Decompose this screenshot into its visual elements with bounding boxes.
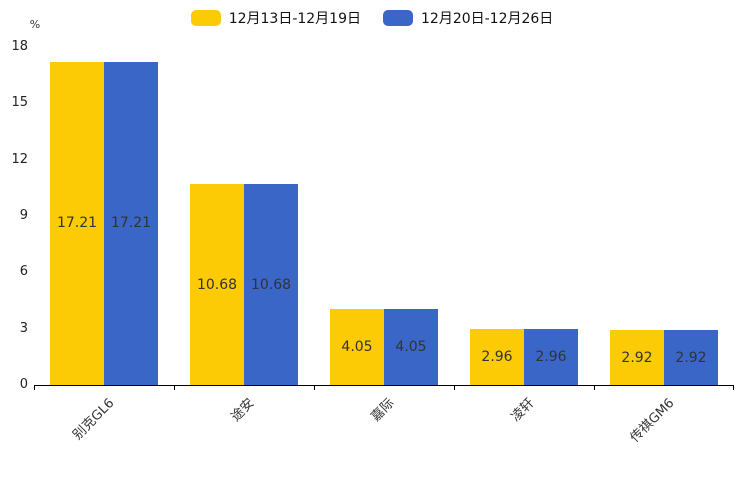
- bar-series2-凌轩: 2.96: [524, 329, 578, 385]
- bar-series1-传祺GM6: 2.92: [610, 330, 664, 385]
- plot-area: 17.21 17.21 10.68 10.68 4.05 4.05 2.96 2.96 2.92…: [34, 47, 734, 390]
- legend-label-week1: 12月13日-12月19日: [228, 11, 361, 27]
- legend-item-week2[interactable]: 12月20日-12月26日: [383, 8, 553, 28]
- category-label-传祺GM6: 传祺GM6: [627, 395, 678, 446]
- y-tick-label: 6: [19, 264, 28, 280]
- bar-series1-别克GL6: 17.21: [50, 61, 104, 385]
- bar-series2-传祺GM6: 2.92: [664, 330, 718, 385]
- legend-swatch-blue: [383, 10, 413, 26]
- bar-series2-嘉际: 4.05: [384, 308, 438, 385]
- category-label-嘉际: 嘉际: [368, 395, 398, 425]
- x-axis-tick: [174, 385, 175, 390]
- legend-label-week2: 12月20日-12月26日: [421, 11, 554, 27]
- bar-value-label: 4.05: [341, 338, 373, 355]
- bar-value-label: 2.92: [621, 349, 653, 366]
- x-axis-tick: [34, 385, 35, 390]
- y-axis-unit-label: %: [29, 18, 41, 31]
- y-tick-label: 12: [11, 151, 28, 167]
- category-label-途安: 途安: [228, 395, 258, 425]
- legend-item-week1[interactable]: 12月13日-12月19日: [190, 8, 361, 28]
- category-label-凌轩: 凌轩: [508, 395, 538, 425]
- legend-swatch-yellow: [190, 10, 221, 26]
- bar-value-label: 17.21: [110, 215, 152, 232]
- bar-series1-途安: 10.68: [190, 184, 244, 385]
- bar-value-label: 17.21: [56, 215, 98, 232]
- x-axis-tick: [733, 385, 734, 390]
- bar-value-label: 2.96: [535, 349, 567, 366]
- x-axis-tick: [594, 385, 595, 390]
- bar-value-label: 4.05: [395, 338, 427, 355]
- bar-value-label: 10.68: [196, 276, 238, 293]
- y-tick-label: 15: [11, 95, 28, 111]
- y-tick-label: 9: [19, 208, 28, 223]
- bar-series1-凌轩: 2.96: [470, 329, 524, 385]
- y-tick-label: 0: [19, 377, 28, 392]
- y-tick-label: 18: [11, 39, 28, 54]
- bar-series2-别克GL6: 17.21: [104, 61, 158, 385]
- bar-series2-途安: 10.68: [244, 184, 298, 385]
- bar-value-label: 10.68: [250, 276, 292, 293]
- bar-series1-嘉际: 4.05: [330, 308, 384, 385]
- x-axis-tick: [314, 385, 315, 390]
- bar-value-label: 2.96: [481, 349, 513, 366]
- chart-legend: 12月13日-12月19日 12月20日-12月26日: [0, 8, 744, 28]
- bar-value-label: 2.92: [675, 349, 707, 366]
- x-axis-tick: [454, 385, 455, 390]
- category-label-别克GL6: 别克GL6: [70, 395, 118, 443]
- y-tick-label: 3: [19, 320, 28, 336]
